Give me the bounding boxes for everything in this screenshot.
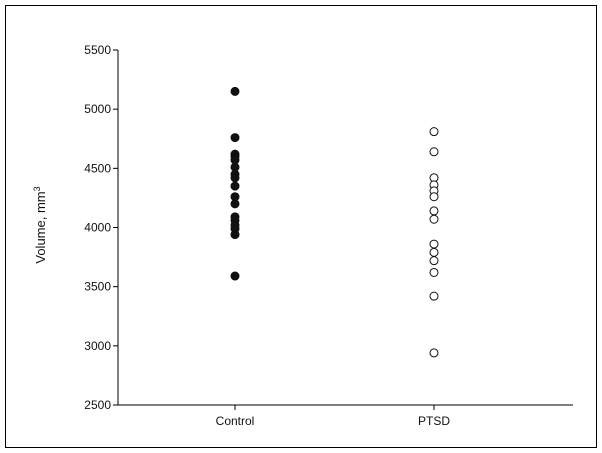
control-point	[230, 173, 240, 183]
ptsd-point	[429, 348, 439, 358]
axes: 2500 3000 3500 4000 4500 5000 5500 Control PTSD	[84, 43, 573, 428]
ptsd-point	[429, 206, 439, 216]
x-tick-label: PTSD	[418, 414, 450, 428]
control-point	[230, 230, 240, 240]
ptsd-point	[429, 239, 439, 249]
chart-frame	[5, 5, 597, 448]
y-tick-label: 5000	[84, 102, 111, 116]
ptsd-point	[429, 267, 439, 277]
x-tick-label: Control	[216, 414, 255, 428]
y-tick-label: 3500	[84, 280, 111, 294]
data-points	[230, 86, 439, 358]
y-tick-label: 5500	[84, 43, 111, 57]
ptsd-point	[429, 147, 439, 157]
control-point	[230, 86, 240, 96]
y-tick-label: 3000	[84, 339, 111, 353]
y-tick-label: 2500	[84, 398, 111, 412]
ptsd-point	[429, 214, 439, 224]
y-tick-label: 4000	[84, 221, 111, 235]
control-point	[230, 271, 240, 281]
control-point	[230, 181, 240, 191]
y-axis-title: Volume, mm3	[32, 186, 48, 263]
ptsd-point	[429, 247, 439, 257]
ptsd-point	[429, 127, 439, 137]
control-point	[230, 199, 240, 209]
y-tick-label: 4500	[84, 161, 111, 175]
control-point	[230, 133, 240, 143]
ptsd-point	[429, 291, 439, 301]
ptsd-point	[429, 192, 439, 202]
ptsd-point	[429, 256, 439, 266]
